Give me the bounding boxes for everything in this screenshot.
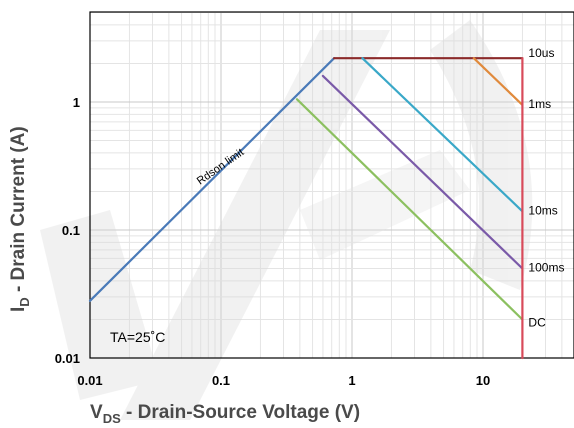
series-label-10us: 10us xyxy=(528,46,554,60)
x-axis-title-main: V xyxy=(90,402,103,423)
series-label-dc: DC xyxy=(528,315,546,329)
y-tick-label: 1 xyxy=(73,95,80,110)
x-axis-title-rest: - Drain-Source Voltage (V) xyxy=(121,402,360,423)
y-tick-label: 0.1 xyxy=(62,223,80,238)
series-line-dc xyxy=(295,98,524,321)
y-axis-title: ID - Drain Current (A) xyxy=(8,126,32,312)
grid xyxy=(89,12,574,359)
series-line-10ms xyxy=(361,57,524,213)
series-line-1ms xyxy=(472,57,524,107)
series-labels: 10us 1ms 10ms 100ms DC xyxy=(528,46,564,329)
x-tick-label: 0.1 xyxy=(212,373,230,388)
series-label-10ms: 10ms xyxy=(528,203,557,217)
x-tick-label: 0.01 xyxy=(77,373,102,388)
series-line-100ms xyxy=(321,74,524,270)
series-layer xyxy=(88,57,524,360)
ta-annotation: TA=25˚C xyxy=(110,329,165,345)
y-axis-title-sub: D xyxy=(17,297,32,306)
series-label-1ms: 1ms xyxy=(528,97,551,111)
y-axis-title-rest: - Drain Current (A) xyxy=(8,126,29,297)
y-axis-title-main: I xyxy=(8,307,29,312)
y-tick-label: 0.01 xyxy=(55,351,80,366)
series-label-100ms: 100ms xyxy=(528,261,564,275)
x-axis-title: VDS - Drain-Source Voltage (V) xyxy=(90,402,360,426)
series-line-rdson-limit xyxy=(88,57,336,302)
tick-labels: 0.01 0.1 1 10 0.01 0.1 1 xyxy=(55,95,491,388)
x-tick-label: 10 xyxy=(476,373,490,388)
x-axis-title-sub: DS xyxy=(103,411,121,426)
x-tick-label: 1 xyxy=(348,373,355,388)
plot-border xyxy=(89,11,574,359)
